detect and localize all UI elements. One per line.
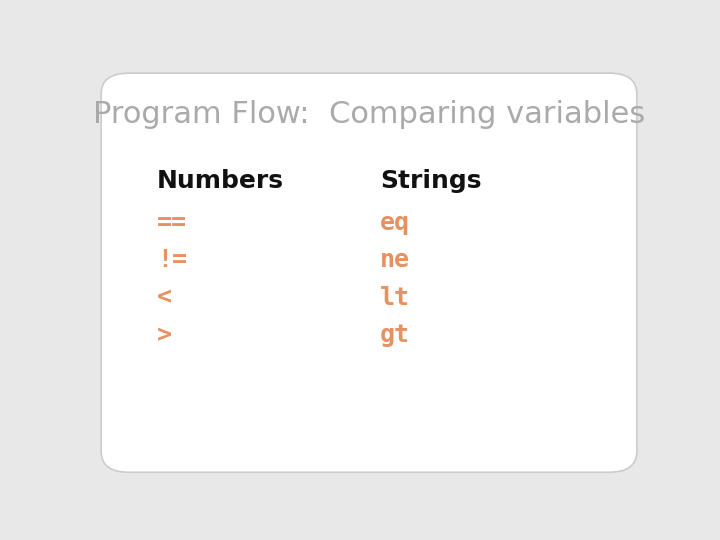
Text: <: < — [157, 286, 172, 309]
Text: Program Flow:  Comparing variables: Program Flow: Comparing variables — [93, 100, 645, 129]
FancyBboxPatch shape — [101, 73, 637, 472]
Text: eq: eq — [380, 211, 410, 235]
Text: gt: gt — [380, 323, 410, 347]
Text: Strings: Strings — [380, 169, 482, 193]
Text: lt: lt — [380, 286, 410, 309]
Text: Numbers: Numbers — [157, 169, 284, 193]
Text: >: > — [157, 323, 172, 347]
Text: ne: ne — [380, 248, 410, 272]
Text: !=: != — [157, 248, 187, 272]
Text: ==: == — [157, 211, 187, 235]
